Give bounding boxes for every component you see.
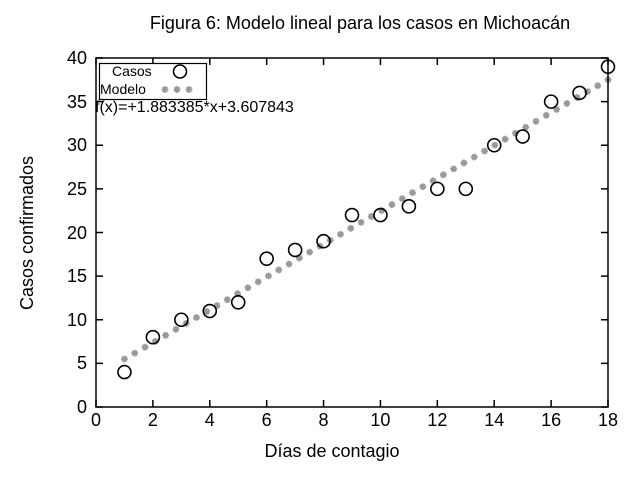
model-point-marker bbox=[337, 230, 344, 238]
data-point-casos bbox=[373, 207, 388, 223]
model-point-marker bbox=[419, 183, 427, 191]
model-point-marker bbox=[409, 189, 416, 197]
model-point-marker bbox=[193, 314, 200, 321]
asterisk-icon bbox=[185, 86, 193, 93]
model-point-marker bbox=[306, 248, 314, 256]
model-equation-annotation: f(x)=+1.883385*x+3.607843 bbox=[95, 99, 294, 116]
legend-label-casos: Casos bbox=[112, 63, 152, 79]
data-point-casos bbox=[202, 303, 218, 319]
data-point-casos bbox=[230, 294, 246, 310]
model-point-marker bbox=[151, 337, 159, 345]
x-tick-label: 14 bbox=[484, 410, 505, 430]
y-tick-label: 0 bbox=[76, 397, 87, 417]
model-point-marker bbox=[532, 117, 540, 125]
data-point-casos bbox=[145, 329, 161, 345]
y-tick-label: 5 bbox=[76, 353, 87, 374]
model-point-marker bbox=[594, 82, 602, 90]
x-tick-label: 18 bbox=[597, 410, 619, 430]
model-point-marker bbox=[501, 135, 509, 143]
data-point-casos bbox=[117, 364, 132, 380]
data-point-casos bbox=[287, 242, 303, 258]
model-point-marker bbox=[347, 224, 355, 232]
model-point-marker bbox=[388, 201, 396, 208]
y-tick-label: 10 bbox=[66, 309, 87, 330]
data-point-casos bbox=[515, 129, 530, 144]
model-point-marker bbox=[285, 260, 293, 268]
x-tick-label: 10 bbox=[370, 410, 391, 430]
model-point-marker bbox=[265, 272, 272, 280]
x-tick-label: 4 bbox=[204, 410, 215, 430]
model-point-marker bbox=[573, 94, 581, 101]
model-point-marker bbox=[121, 355, 128, 363]
model-point-marker bbox=[481, 147, 488, 155]
data-point-casos bbox=[572, 85, 587, 101]
model-point-marker bbox=[563, 100, 571, 107]
model-point-marker bbox=[542, 111, 550, 119]
y-tick-label: 25 bbox=[66, 178, 87, 199]
data-point-casos bbox=[174, 312, 189, 328]
model-point-marker bbox=[234, 290, 242, 298]
y-tick-label: 20 bbox=[66, 222, 87, 243]
model-point-marker bbox=[522, 123, 530, 131]
legend-label-modelo: Modelo bbox=[100, 81, 146, 97]
model-point-marker bbox=[460, 159, 468, 167]
model-point-marker bbox=[162, 331, 169, 339]
model-point-marker bbox=[213, 302, 221, 309]
asterisk-icon bbox=[173, 86, 181, 93]
x-tick-label: 0 bbox=[90, 410, 101, 430]
model-point-marker bbox=[131, 349, 139, 357]
model-point-marker bbox=[141, 343, 149, 351]
model-point-marker bbox=[398, 195, 406, 203]
data-point-casos bbox=[259, 251, 274, 266]
x-tick-label: 2 bbox=[147, 410, 158, 430]
y-axis-label: Casos confirmados bbox=[17, 155, 37, 311]
model-point-marker bbox=[203, 308, 211, 315]
data-point-casos bbox=[401, 199, 417, 214]
model-point-marker bbox=[491, 141, 499, 149]
data-point-casos bbox=[458, 181, 474, 197]
y-tick-label: 15 bbox=[66, 266, 87, 287]
x-tick-label: 6 bbox=[261, 410, 272, 430]
model-point-marker bbox=[275, 266, 283, 274]
model-point-marker bbox=[172, 325, 180, 333]
data-point-casos bbox=[543, 94, 559, 109]
model-point-marker bbox=[512, 129, 519, 137]
model-point-marker bbox=[244, 284, 252, 292]
model-point-marker bbox=[254, 278, 262, 286]
model-point-marker bbox=[553, 106, 560, 113]
data-point-casos bbox=[316, 233, 331, 249]
model-point-marker bbox=[470, 153, 478, 161]
y-tick-label: 35 bbox=[66, 91, 87, 112]
model-point-marker bbox=[584, 88, 591, 96]
x-tick-label: 12 bbox=[427, 410, 448, 430]
y-tick-label: 30 bbox=[66, 135, 87, 156]
model-point-marker bbox=[295, 254, 303, 262]
model-point-marker bbox=[450, 165, 458, 173]
model-point-marker bbox=[429, 177, 437, 185]
model-point-marker bbox=[357, 218, 365, 226]
chart-title: Figura 6: Modelo lineal para los casos e… bbox=[149, 13, 571, 33]
data-point-casos bbox=[430, 181, 445, 197]
asterisk-icon bbox=[161, 86, 169, 93]
model-point-marker bbox=[367, 213, 375, 220]
x-tick-label: 16 bbox=[541, 410, 562, 430]
legend-box bbox=[98, 62, 208, 101]
data-point-casos bbox=[486, 137, 502, 153]
y-tick-label: 40 bbox=[66, 48, 87, 68]
model-point-marker bbox=[223, 296, 231, 304]
model-point-marker bbox=[439, 171, 447, 179]
open-circle-icon bbox=[172, 64, 188, 79]
data-point-casos bbox=[344, 207, 360, 223]
x-tick-label: 8 bbox=[318, 410, 329, 430]
model-point-marker bbox=[378, 207, 386, 214]
x-axis-label: Días de contagio bbox=[264, 441, 400, 461]
